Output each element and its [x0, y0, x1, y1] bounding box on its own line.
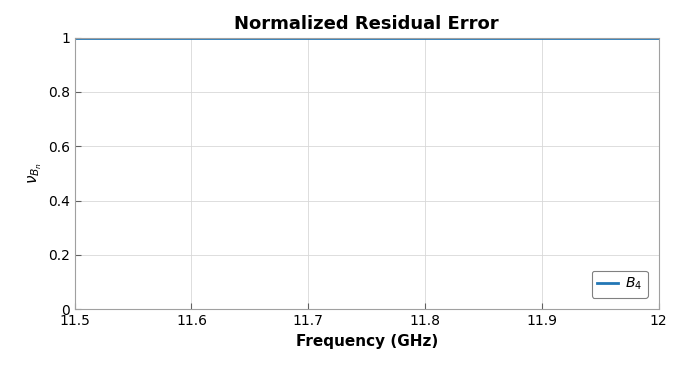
Title: Normalized Residual Error: Normalized Residual Error	[234, 15, 499, 34]
X-axis label: Frequency (GHz): Frequency (GHz)	[295, 334, 438, 349]
Y-axis label: $\nu_{B_n}$: $\nu_{B_n}$	[26, 162, 43, 184]
Legend: $\mathit{B}_4$: $\mathit{B}_4$	[591, 271, 648, 298]
